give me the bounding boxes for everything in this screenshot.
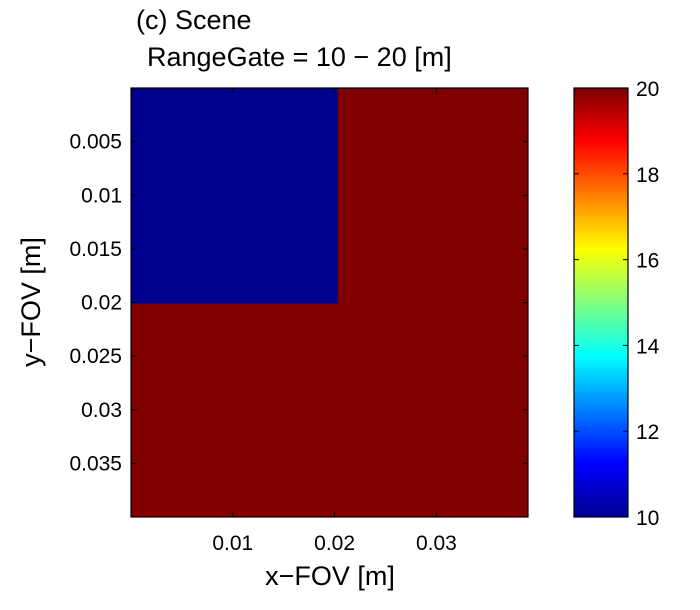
x-axis-ticks: 0.01 0.02 0.03 xyxy=(212,88,457,555)
x-tick-label: 0.03 xyxy=(416,532,457,555)
y-tick-label: 0.01 xyxy=(81,184,122,207)
colorbar xyxy=(573,87,629,518)
y-tick-label: 0.005 xyxy=(69,131,122,154)
x-axis-label: x−FOV [m] xyxy=(265,561,395,591)
x-tick-label: 0.02 xyxy=(314,532,355,555)
y-tick-label: 0.02 xyxy=(81,292,122,315)
colorbar-tick-label: 18 xyxy=(636,164,659,187)
heatmap-region-2 xyxy=(131,88,338,304)
colorbar-tick-label: 12 xyxy=(636,421,659,444)
colorbar-tick-label: 20 xyxy=(636,78,659,101)
colorbar-tick-label: 16 xyxy=(636,250,659,273)
chart-title: (c) Scene xyxy=(136,5,252,35)
y-axis-ticks: 0.005 0.01 0.015 0.02 0.025 0.03 0.035 xyxy=(69,131,528,475)
y-axis-label: y−FOV [m] xyxy=(16,237,46,367)
x-tick-label: 0.01 xyxy=(212,532,253,555)
y-tick-label: 0.025 xyxy=(69,345,122,368)
colorbar-tick-label: 14 xyxy=(636,335,660,358)
y-tick-label: 0.03 xyxy=(81,399,122,422)
colorbar-ticks: 10 12 14 16 18 20 xyxy=(574,78,660,530)
heatmap-plot-area xyxy=(131,88,528,517)
chart-subtitle: RangeGate = 10 − 20 [m] xyxy=(147,42,452,72)
y-tick-label: 0.015 xyxy=(69,238,122,261)
colorbar-tick-label: 10 xyxy=(636,507,659,530)
y-tick-label: 0.035 xyxy=(69,452,122,475)
